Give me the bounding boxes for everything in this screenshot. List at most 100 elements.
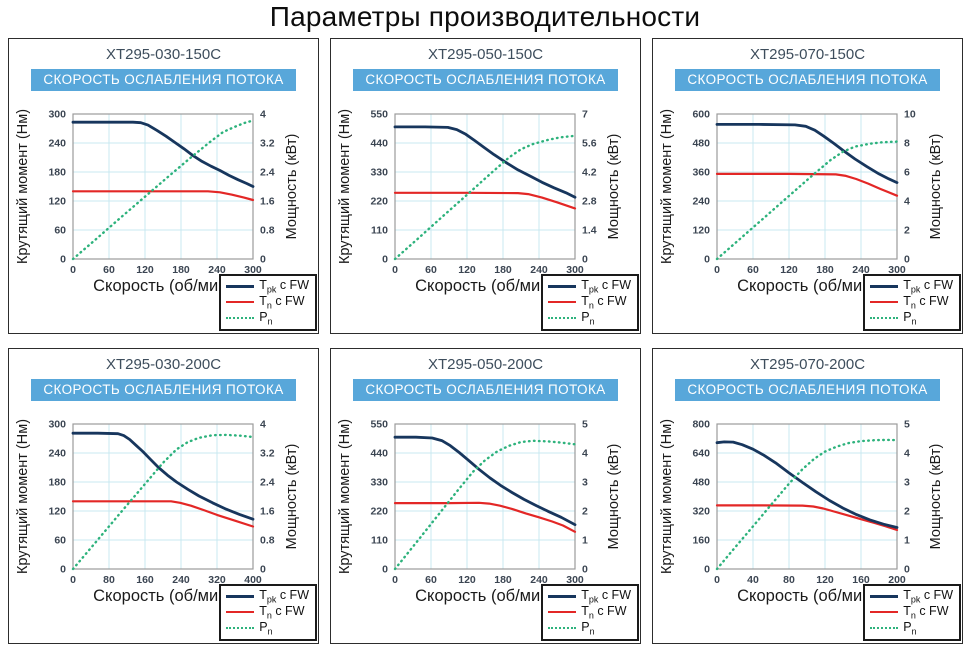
plot-border <box>71 423 254 570</box>
grid-lines <box>394 424 575 569</box>
tick-label: 6 <box>904 167 910 179</box>
performance-chart: 0 110 220 330 440 550 0 1.4 2.8 4.2 5.6 7 0 60 120 180 2… <box>337 109 622 296</box>
series-line-green <box>393 134 576 261</box>
tick-label: 320 <box>208 574 226 586</box>
tick-label: 160 <box>852 574 870 586</box>
plot-border <box>715 113 898 260</box>
legend-label-tpk: Tpk с FW <box>581 587 631 605</box>
performance-chart: 0 60 120 180 240 300 0 0.8 1.6 2.4 3.2 4 0 80 160 240 32… <box>15 419 300 606</box>
tick-label: 40 <box>747 574 759 586</box>
plot-border <box>715 423 898 570</box>
series-line-red <box>715 504 898 532</box>
tick-label: 0 <box>70 574 76 586</box>
left-axis-label: Крутящий момент (Нм) <box>337 109 353 264</box>
chart-panel: XT295-030-200C СКОРОСТЬ ОСЛАБЛЕНИЯ ПОТОК… <box>8 348 319 644</box>
legend-item-pn: Pn <box>870 620 953 636</box>
left-axis-label: Крутящий момент (Нм) <box>337 419 353 574</box>
left-axis-label: Крутящий момент (Нм) <box>15 109 31 264</box>
tick-label: 3.2 <box>260 448 275 460</box>
tick-label: 4 <box>904 448 910 460</box>
tick-label: 2 <box>904 506 910 518</box>
tick-label: 360 <box>692 167 710 179</box>
chart-panel: XT295-050-200C СКОРОСТЬ ОСЛАБЛЕНИЯ ПОТОК… <box>330 348 641 644</box>
legend-item-tpk: Tpk с FW <box>870 588 953 604</box>
tick-label: 0 <box>582 564 588 576</box>
tick-label: 1 <box>904 535 910 547</box>
legend-item-pn: Pn <box>226 310 309 326</box>
tick-label: 1 <box>582 535 588 547</box>
tick-label: 2 <box>904 225 910 237</box>
grid-lines <box>72 114 253 259</box>
tick-label: 1.4 <box>582 225 597 237</box>
tick-label: 0 <box>382 254 388 266</box>
legend-label-pn: Pn <box>903 309 917 327</box>
tick-label: 4 <box>260 419 266 431</box>
tick-label: 600 <box>692 109 710 121</box>
tick-label: 320 <box>692 506 710 518</box>
legend-label-pn: Pn <box>259 309 273 327</box>
tick-label: 240 <box>692 196 710 208</box>
tick-label: 0 <box>392 574 398 586</box>
tick-label: 1.6 <box>260 506 275 518</box>
tick-label: 240 <box>208 264 226 276</box>
chart-legend: Tpk с FW Tn с FW Pn <box>863 274 961 331</box>
tick-label: 240 <box>530 264 548 276</box>
legend-item-tpk: Tpk с FW <box>226 588 309 604</box>
tick-label: 300 <box>566 264 584 276</box>
tpk-line-sample <box>870 594 899 598</box>
legend-label-tn: Tn с FW <box>903 293 949 311</box>
tick-label: 240 <box>172 574 190 586</box>
tick-label: 0 <box>60 254 66 266</box>
series-line-navy <box>715 440 898 529</box>
tick-label: 4.2 <box>582 167 597 179</box>
tick-label: 240 <box>48 448 66 460</box>
legend-label-tn: Tn с FW <box>581 293 627 311</box>
legend-label-tn: Tn с FW <box>259 603 305 621</box>
series-line-green <box>71 433 254 571</box>
tpk-line-sample <box>226 284 255 288</box>
tick-label: 120 <box>692 225 710 237</box>
tick-label: 300 <box>566 574 584 586</box>
pn-line-sample <box>226 627 255 629</box>
legend-item-tpk: Tpk с FW <box>548 588 631 604</box>
tn-line-sample <box>226 611 255 613</box>
flux-weakening-banner: СКОРОСТЬ ОСЛАБЛЕНИЯ ПОТОКА <box>353 379 618 401</box>
flux-weakening-banner: СКОРОСТЬ ОСЛАБЛЕНИЯ ПОТОКА <box>353 69 618 91</box>
series-line-navy <box>71 431 254 521</box>
legend-label-tpk: Tpk с FW <box>259 587 309 605</box>
chart-legend: Tpk с FW Tn с FW Pn <box>863 584 961 641</box>
tick-label: 220 <box>370 196 388 208</box>
x-axis-label: Скорость (об/мин) <box>737 587 877 605</box>
tick-label: 60 <box>425 264 437 276</box>
tick-label: 120 <box>48 196 66 208</box>
right-axis-label: Мощность (кВт) <box>928 134 944 240</box>
right-axis-label: Мощность (кВт) <box>606 134 622 240</box>
series-line-red <box>715 172 898 197</box>
tick-label: 300 <box>48 109 66 121</box>
legend-label-pn: Pn <box>581 309 595 327</box>
tick-label: 120 <box>816 574 834 586</box>
tick-label: 0 <box>714 264 720 276</box>
legend-item-tn: Tn с FW <box>870 604 953 620</box>
left-axis-label: Крутящий момент (Нм) <box>659 419 675 574</box>
tick-label: 60 <box>54 535 66 547</box>
tpk-line-sample <box>870 284 899 288</box>
tick-label: 0.8 <box>260 535 275 547</box>
chart-title: XT295-050-150C <box>427 46 544 63</box>
pn-line-sample <box>870 317 899 319</box>
legend-item-pn: Pn <box>226 620 309 636</box>
tick-label: 0 <box>260 564 266 576</box>
tick-label: 4 <box>904 196 910 208</box>
tick-label: 180 <box>48 167 66 179</box>
right-axis-label: Мощность (кВт) <box>284 134 300 240</box>
tick-label: 110 <box>371 535 388 547</box>
tick-label: 440 <box>370 448 388 460</box>
tick-label: 200 <box>888 574 906 586</box>
x-axis-label: Скорость (об/мин) <box>737 277 877 295</box>
legend-label-tn: Tn с FW <box>903 603 949 621</box>
series-line-green <box>715 438 898 571</box>
legend-item-pn: Pn <box>548 620 631 636</box>
tick-label: 160 <box>692 535 710 547</box>
tick-label: 120 <box>48 506 66 518</box>
